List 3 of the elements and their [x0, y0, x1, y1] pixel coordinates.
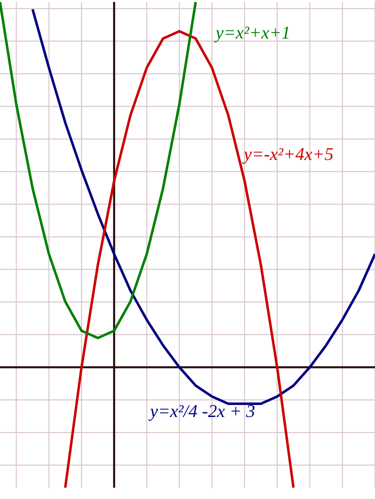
annotation: y=x²+x+1: [214, 22, 290, 42]
annotation: y=-x²+4x+5: [242, 144, 334, 164]
annotation: y=x²/4 -2x + 3: [148, 401, 256, 422]
